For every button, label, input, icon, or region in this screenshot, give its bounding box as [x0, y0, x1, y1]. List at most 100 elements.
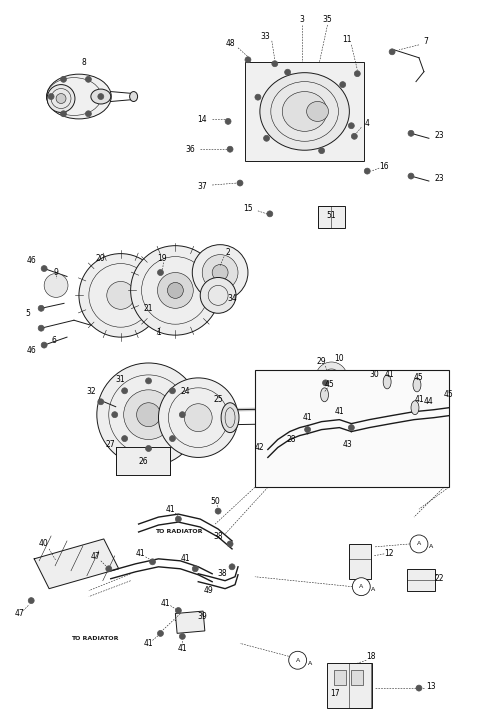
Bar	[245, 62, 364, 161]
Bar	[351, 670, 363, 685]
Circle shape	[340, 81, 346, 88]
Circle shape	[227, 541, 233, 547]
Circle shape	[175, 516, 181, 522]
Circle shape	[352, 577, 370, 595]
Text: 41: 41	[161, 599, 170, 608]
Circle shape	[97, 363, 200, 467]
Text: A: A	[417, 541, 421, 546]
Circle shape	[267, 211, 273, 217]
Text: 45: 45	[324, 380, 335, 390]
Circle shape	[48, 94, 54, 99]
Circle shape	[337, 401, 365, 428]
Circle shape	[169, 436, 175, 441]
Circle shape	[288, 652, 307, 669]
Circle shape	[310, 373, 393, 456]
Circle shape	[38, 305, 44, 311]
Text: 23: 23	[434, 131, 444, 140]
Text: 38: 38	[213, 533, 223, 541]
Circle shape	[202, 255, 238, 290]
Circle shape	[85, 111, 91, 117]
Text: 41: 41	[384, 370, 394, 379]
Text: 37: 37	[197, 181, 207, 191]
Circle shape	[192, 566, 198, 572]
Circle shape	[215, 508, 221, 514]
Text: 30: 30	[369, 370, 379, 379]
Ellipse shape	[383, 375, 391, 389]
Text: 13: 13	[426, 682, 436, 690]
Bar	[175, 611, 205, 634]
Text: 5: 5	[26, 309, 31, 318]
Circle shape	[44, 274, 68, 297]
Text: TO RADIATOR: TO RADIATOR	[156, 529, 203, 534]
Text: 8: 8	[82, 58, 86, 67]
Text: 44: 44	[424, 397, 434, 406]
Text: 10: 10	[335, 354, 344, 362]
Circle shape	[389, 49, 395, 55]
Circle shape	[255, 94, 261, 100]
Ellipse shape	[91, 89, 111, 104]
Text: 41: 41	[144, 639, 153, 648]
Circle shape	[212, 264, 228, 281]
Text: 41: 41	[303, 413, 312, 422]
Circle shape	[315, 362, 348, 394]
Text: 42: 42	[255, 443, 264, 452]
Bar	[349, 663, 371, 708]
Ellipse shape	[321, 388, 328, 402]
Text: A: A	[308, 661, 312, 666]
Ellipse shape	[47, 85, 75, 112]
Circle shape	[354, 71, 360, 76]
Circle shape	[184, 404, 212, 431]
Ellipse shape	[413, 378, 421, 392]
Circle shape	[410, 535, 428, 553]
Bar	[348, 375, 379, 402]
Circle shape	[145, 446, 152, 451]
Text: 41: 41	[335, 408, 344, 416]
Circle shape	[98, 94, 104, 99]
Circle shape	[168, 282, 183, 298]
Text: 2: 2	[226, 248, 230, 257]
Text: 31: 31	[116, 375, 125, 384]
Circle shape	[180, 412, 185, 418]
Text: 48: 48	[225, 40, 235, 48]
Text: 34: 34	[227, 294, 237, 303]
Text: 49: 49	[204, 586, 213, 595]
Circle shape	[157, 272, 193, 308]
Text: 7: 7	[423, 37, 428, 46]
Text: 1: 1	[156, 328, 161, 337]
Circle shape	[237, 180, 243, 186]
Circle shape	[106, 566, 112, 572]
Circle shape	[41, 266, 47, 271]
Text: 4: 4	[365, 119, 370, 128]
Circle shape	[192, 245, 248, 300]
Text: 41: 41	[136, 549, 145, 559]
Ellipse shape	[221, 402, 239, 433]
Text: 21: 21	[144, 304, 153, 312]
Text: A: A	[371, 588, 375, 592]
Circle shape	[60, 76, 67, 82]
Text: 40: 40	[38, 539, 48, 549]
Text: 46: 46	[26, 346, 36, 354]
Text: 46: 46	[26, 256, 36, 265]
Circle shape	[121, 436, 128, 441]
Text: 41: 41	[178, 644, 187, 653]
Ellipse shape	[411, 401, 419, 415]
Text: 22: 22	[434, 575, 444, 583]
Text: 29: 29	[317, 358, 326, 366]
Text: 41: 41	[166, 505, 175, 513]
Circle shape	[150, 559, 156, 564]
Text: 24: 24	[180, 387, 190, 396]
Text: 12: 12	[384, 549, 394, 559]
Ellipse shape	[307, 102, 328, 122]
Text: 39: 39	[197, 612, 207, 621]
Circle shape	[285, 69, 290, 75]
Circle shape	[124, 390, 173, 439]
Text: 16: 16	[379, 161, 389, 171]
Ellipse shape	[130, 91, 138, 102]
Circle shape	[131, 246, 220, 335]
Text: 50: 50	[210, 497, 220, 505]
Text: 36: 36	[185, 145, 195, 154]
Text: 27: 27	[106, 440, 116, 449]
Circle shape	[348, 122, 354, 129]
Text: 28: 28	[287, 435, 297, 444]
Text: 38: 38	[217, 570, 227, 578]
